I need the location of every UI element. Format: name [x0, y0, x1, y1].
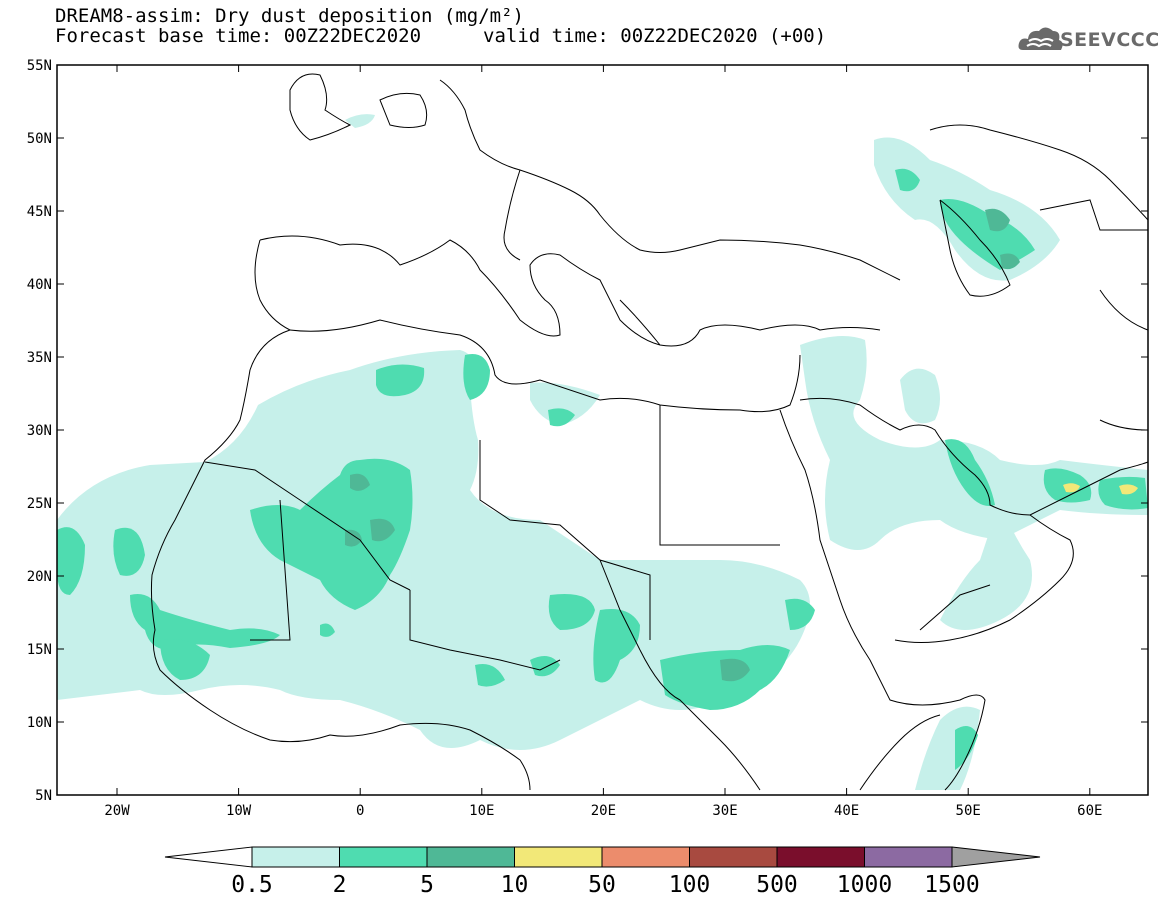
latitude-label: 25N: [27, 496, 52, 512]
colorbar-label: 1500: [924, 872, 980, 898]
cloud-logo-icon: [1018, 27, 1063, 50]
colorbar-label: 1000: [836, 872, 893, 898]
latitude-label: 10N: [27, 715, 52, 731]
longitude-labels: 20W 10W 0 10E 20E 30E 40E 50E 60E: [104, 803, 1102, 819]
colorbar-bin: [426, 846, 515, 868]
colorbar-max-arrow: [951, 846, 1041, 868]
longitude-label: 40E: [834, 803, 859, 819]
colorbar-label: 100: [668, 872, 711, 898]
colorbar-label: 50: [588, 872, 616, 898]
longitude-label: 10E: [469, 803, 494, 819]
colorbar-bin: [251, 846, 340, 868]
colorbar-min-arrow: [164, 846, 253, 868]
dust-field-yellow: [1063, 483, 1138, 495]
dust-field-light: [57, 168, 1148, 770]
colorbar: [164, 846, 1041, 868]
colorbar-label: 5: [420, 872, 434, 898]
dust-field-mid: [345, 208, 1020, 682]
latitude-label: 40N: [27, 277, 52, 293]
colorbar-bin: [689, 846, 778, 868]
colorbar-bin: [339, 846, 428, 868]
latitude-label: 35N: [27, 350, 52, 366]
latitude-label: 50N: [27, 131, 52, 147]
colorbar-label: 2: [332, 872, 347, 898]
longitude-label: 20E: [591, 803, 616, 819]
map-title: DREAM8-assim: Dry dust deposition (mg/m²…: [55, 5, 524, 27]
longitude-label: 60E: [1077, 803, 1102, 819]
longitude-label: 50E: [956, 803, 981, 819]
latitude-label: 20N: [27, 569, 52, 585]
colorbar-label: 500: [756, 872, 798, 898]
longitude-label: 0: [356, 803, 364, 819]
latitude-label: 5N: [35, 788, 52, 804]
longitude-ticks: [116, 65, 1091, 795]
valid-time: valid time: 00Z22DEC2020 (+00): [483, 25, 827, 47]
colorbar-label: 10: [500, 872, 529, 898]
latitude-label: 15N: [27, 642, 52, 658]
latitude-ticks: [57, 64, 1148, 796]
longitude-label: 30E: [712, 803, 737, 819]
logo-text: SEEVCCC: [1060, 29, 1160, 51]
colorbar-bin: [601, 846, 690, 868]
longitude-label: 10W: [226, 803, 252, 819]
forecast-base-time: Forecast base time: 00Z22DEC2020: [55, 25, 422, 47]
colorbar-label: 0.5: [231, 872, 273, 898]
latitude-label: 30N: [27, 423, 52, 439]
longitude-label: 20W: [104, 803, 130, 819]
colorbar-bin: [864, 846, 953, 868]
latitude-label: 55N: [27, 58, 52, 74]
colorbar-bin: [514, 846, 603, 868]
latitude-labels: 55N 50N 45N 40N 35N 30N 25N 20N 15N 10N 5N: [27, 58, 52, 804]
latitude-label: 45N: [27, 204, 52, 220]
coastlines-borders: [150, 73, 1149, 791]
colorbar-bin: [776, 846, 865, 868]
